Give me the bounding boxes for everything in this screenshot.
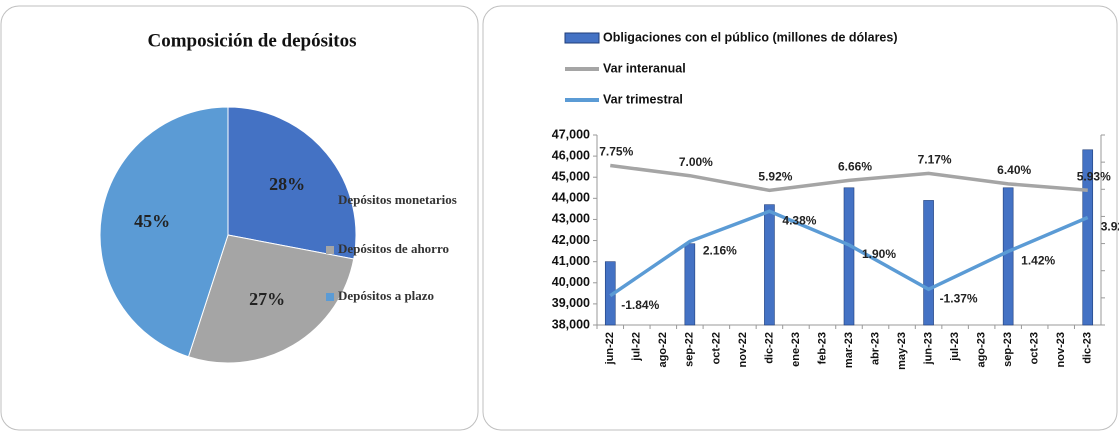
legend-label: Var interanual — [603, 61, 686, 75]
x-tick-label: ene-23 — [790, 332, 802, 367]
data-label: 5.92% — [758, 170, 792, 184]
data-label: 1.42% — [1021, 254, 1055, 268]
data-label: 7.00% — [679, 155, 713, 169]
data-label: 27% — [249, 289, 285, 309]
legend-swatch — [564, 32, 600, 44]
bar — [843, 187, 855, 326]
data-label: 6.66% — [838, 160, 872, 174]
y-tick-label: 43,000 — [552, 212, 590, 226]
bar — [684, 243, 696, 326]
x-tick-label: may-23 — [896, 332, 908, 370]
legend-swatch — [326, 293, 334, 302]
y-tick-label: 38,000 — [552, 317, 590, 331]
x-tick-label: ago-22 — [657, 332, 669, 367]
line — [609, 209, 1089, 298]
y-tick-label: 39,000 — [552, 296, 590, 310]
data-label: 7.75% — [599, 145, 633, 159]
legend-label: Var trimestral — [603, 92, 683, 106]
data-label: 7.17% — [918, 153, 952, 167]
x-tick-label: jun-23 — [922, 332, 934, 365]
x-tick-label: ago-23 — [976, 332, 988, 367]
pie-slice — [99, 106, 229, 358]
data-label: 1.90% — [862, 247, 896, 261]
y-tick-label: 45,000 — [552, 170, 590, 184]
y-tick-label: 42,000 — [552, 233, 590, 247]
pie-slice — [187, 234, 355, 364]
x-tick-label: mar-23 — [843, 332, 855, 368]
y-tick-label: 46,000 — [552, 148, 590, 162]
y-tick-label: 40,000 — [552, 275, 590, 289]
x-tick-label: oct-22 — [710, 332, 722, 364]
x-tick-label: oct-23 — [1029, 332, 1041, 364]
bar — [1002, 187, 1014, 326]
pie-slice — [227, 106, 357, 260]
x-tick-label: nov-23 — [1055, 332, 1067, 367]
data-label: -1.37% — [940, 291, 978, 305]
legend-entry: Depósitos de ahorro — [326, 241, 466, 256]
legend-label: Obligaciones con el público (millones de… — [603, 30, 898, 44]
data-label: 3.92% — [1101, 220, 1119, 234]
x-tick-label: jul-23 — [949, 332, 961, 362]
legend-entry: Depósitos monetarios — [338, 192, 478, 207]
x-tick-label: jul-22 — [631, 332, 643, 362]
x-tick-label: sep-23 — [1002, 332, 1014, 367]
x-tick-label: jun-22 — [604, 332, 616, 365]
legend-label: Depósitos a plazo — [338, 288, 435, 303]
legend-entry: Depósitos a plazo — [326, 288, 466, 303]
y-tick-label: 47,000 — [552, 127, 590, 141]
panel — [482, 5, 1118, 431]
bar — [1082, 149, 1094, 326]
data-label: 45% — [134, 211, 170, 231]
legend-label: Depósitos monetarios — [338, 192, 457, 207]
x-tick-label: dic-23 — [1082, 332, 1094, 364]
legend-swatch — [326, 246, 334, 255]
x-tick-label: feb-23 — [816, 332, 828, 364]
data-label: 6.40% — [997, 163, 1031, 177]
data-label: 4.38% — [782, 213, 816, 227]
data-label: 5.93% — [1077, 169, 1111, 183]
data-label: 28% — [269, 174, 305, 194]
data-label: -1.84% — [621, 298, 659, 312]
y-tick-label: 41,000 — [552, 254, 590, 268]
data-label: 2.16% — [703, 244, 737, 258]
x-tick-label: sep-22 — [684, 332, 696, 367]
bar — [764, 204, 775, 326]
legend-label: Depósitos de ahorro — [338, 241, 449, 256]
y-tick-label: 44,000 — [552, 191, 590, 205]
x-tick-label: nov-22 — [737, 332, 749, 367]
chart-title: Composición de depósitos — [147, 30, 356, 51]
x-tick-label: abr-23 — [869, 332, 881, 365]
x-tick-label: dic-22 — [763, 332, 775, 364]
line — [610, 163, 1088, 193]
bar — [923, 200, 934, 326]
